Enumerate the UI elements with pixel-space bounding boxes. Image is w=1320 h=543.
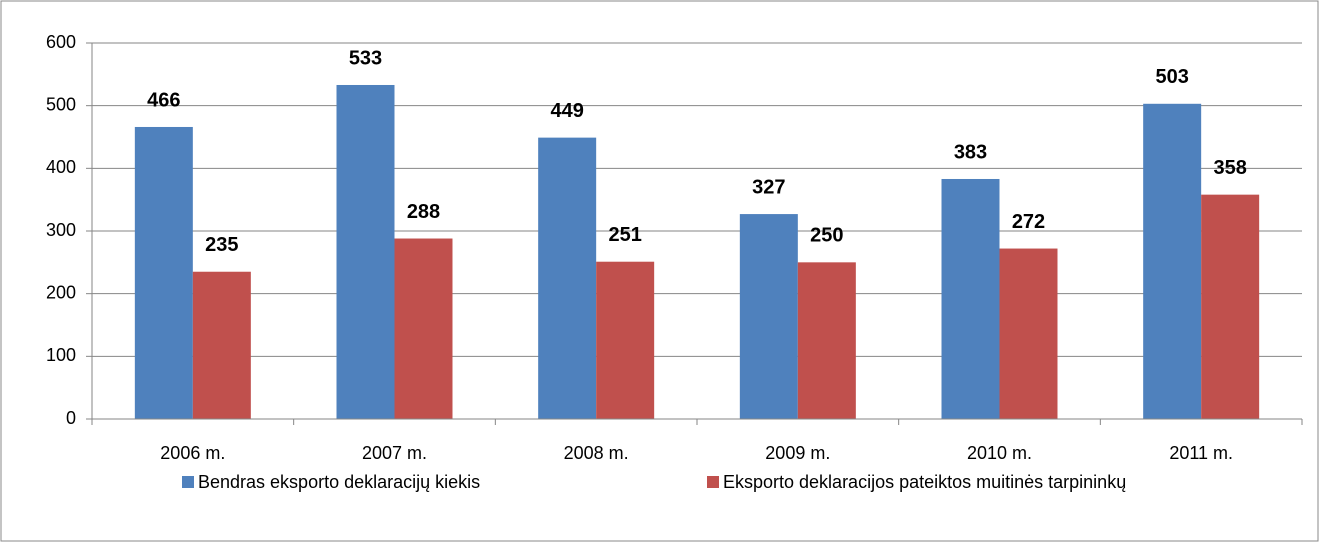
data-label: 503 (1155, 66, 1188, 88)
data-label: 383 (954, 141, 987, 163)
bar (538, 137, 597, 420)
data-label: 533 (349, 47, 382, 69)
bar (394, 238, 453, 419)
data-label: 250 (810, 225, 843, 247)
bar (999, 248, 1058, 419)
y-tick-label: 600 (46, 32, 76, 52)
y-tick-label: 0 (66, 408, 76, 428)
bar (739, 214, 798, 419)
bar (941, 178, 1000, 419)
y-tick-label: 200 (46, 282, 76, 302)
bar (797, 262, 856, 419)
bar (336, 84, 395, 419)
x-tick-label: 2006 m. (160, 443, 225, 463)
y-tick-label: 400 (46, 157, 76, 177)
x-tick-label: 2007 m. (362, 443, 427, 463)
legend-label: Bendras eksporto deklaracijų kiekis (198, 472, 480, 492)
bar (1201, 194, 1260, 419)
bar (134, 126, 193, 420)
bar (1143, 103, 1202, 419)
y-tick-label: 300 (46, 220, 76, 240)
y-tick-label: 100 (46, 345, 76, 365)
x-tick-label: 2011 m. (1169, 443, 1233, 463)
data-label: 235 (205, 234, 238, 256)
data-label: 327 (752, 176, 785, 198)
data-label: 288 (407, 201, 440, 223)
legend-swatch (182, 476, 194, 488)
data-label: 449 (550, 100, 583, 122)
x-tick-label: 2008 m. (564, 443, 629, 463)
x-tick-label: 2010 m. (967, 443, 1032, 463)
legend-label: Eksporto deklaracijos pateiktos muitinės… (723, 472, 1126, 492)
y-tick-label: 500 (46, 94, 76, 114)
bar (192, 271, 251, 419)
data-label: 466 (147, 89, 180, 111)
x-tick-label: 2009 m. (765, 443, 830, 463)
data-label: 272 (1012, 211, 1045, 233)
data-label: 358 (1213, 157, 1246, 179)
bar (596, 261, 655, 419)
legend-swatch (707, 476, 719, 488)
data-label: 251 (608, 224, 641, 246)
